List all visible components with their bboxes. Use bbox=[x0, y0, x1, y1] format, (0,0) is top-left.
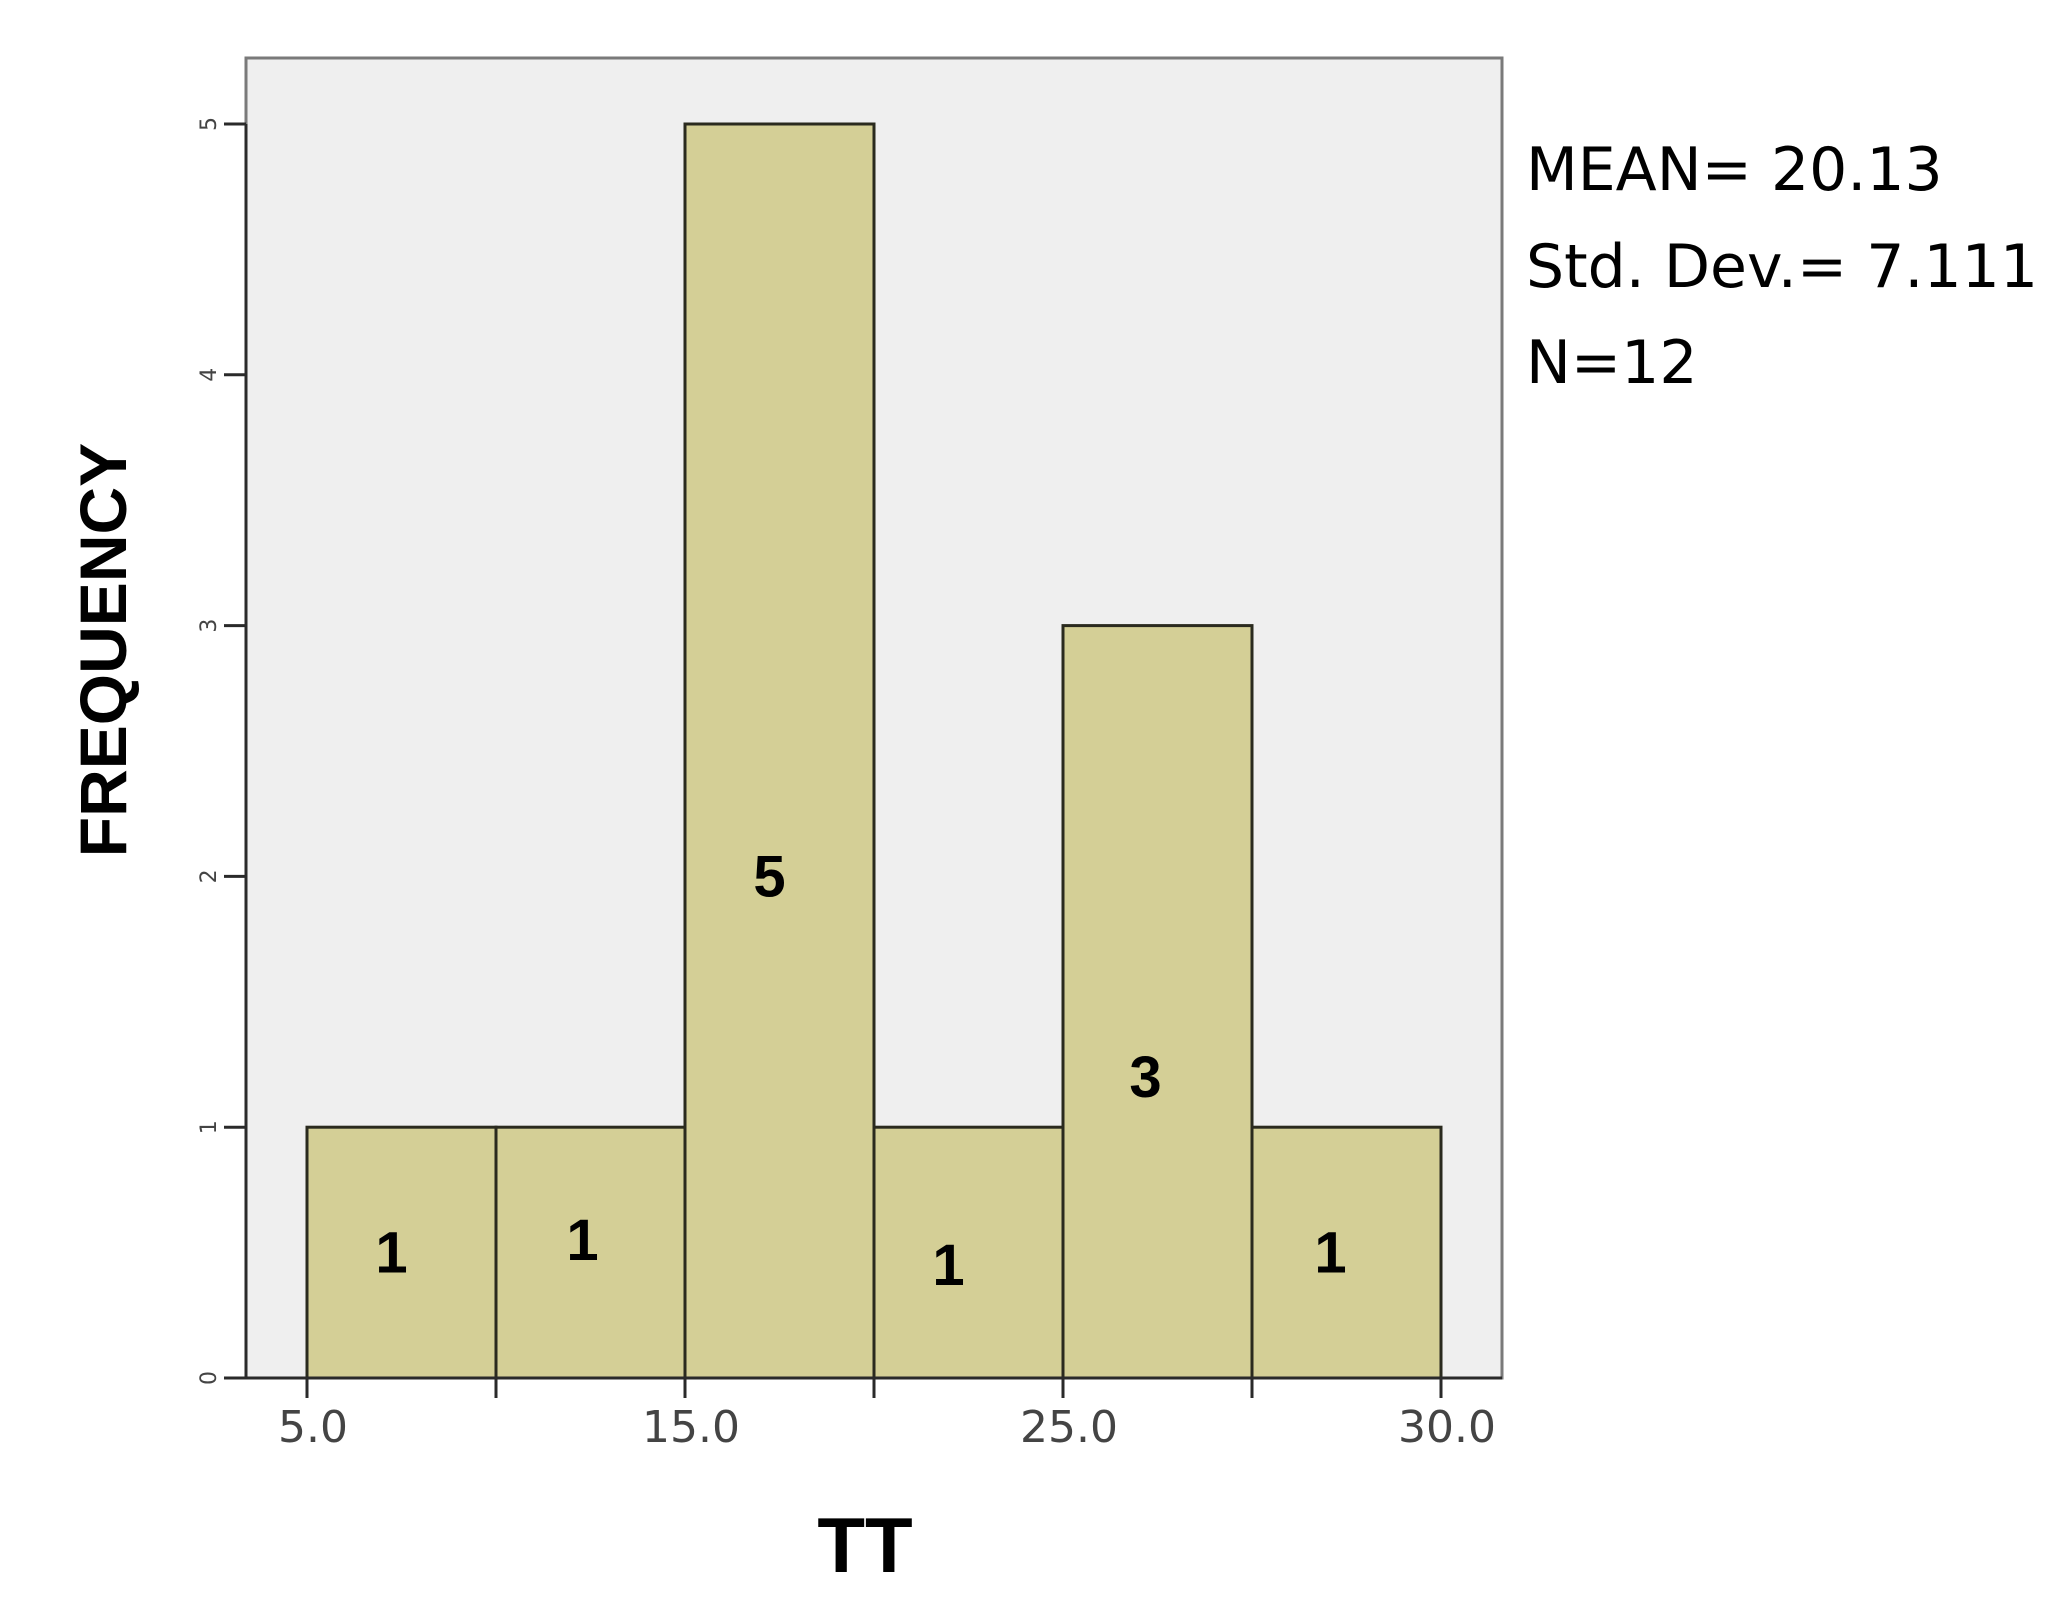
stats-n: N=12 bbox=[1526, 328, 1698, 398]
bar-value-label: 1 bbox=[1314, 1221, 1346, 1286]
y-tick-label: 0 bbox=[197, 1371, 222, 1385]
x-tick-label: 25.0 bbox=[1020, 1402, 1118, 1453]
bar-value-label: 1 bbox=[375, 1221, 407, 1286]
x-axis: 5.0 15.0 25.0 30.0 bbox=[224, 1376, 1502, 1453]
x-tick-label: 30.0 bbox=[1398, 1402, 1496, 1453]
bar-value-label: 1 bbox=[566, 1208, 598, 1273]
histogram-bar bbox=[494, 1125, 687, 1380]
y-axis-title: FREQUENCY bbox=[66, 443, 140, 857]
x-tick-label: 5.0 bbox=[278, 1402, 348, 1453]
y-tick-label: 1 bbox=[197, 1120, 222, 1134]
summary-stats: MEAN= 20.13 Std. Dev.= 7.111 N=12 bbox=[1526, 135, 2038, 398]
y-tick-label: 2 bbox=[197, 869, 222, 883]
bars-layer bbox=[305, 122, 1443, 1380]
y-tick-label: 4 bbox=[197, 368, 222, 382]
stats-std-dev: Std. Dev.= 7.111 bbox=[1526, 232, 2038, 302]
histogram-bar bbox=[305, 1125, 498, 1380]
bar-value-label: 1 bbox=[932, 1233, 964, 1298]
y-tick-label: 3 bbox=[197, 619, 222, 633]
bar-value-label: 3 bbox=[1129, 1045, 1161, 1110]
histogram-bar bbox=[1061, 624, 1254, 1380]
bar-value-label: 5 bbox=[753, 844, 785, 909]
bar-labels-layer: 1 1 5 1 3 1 bbox=[375, 844, 1346, 1298]
x-tick-label: 15.0 bbox=[642, 1402, 740, 1453]
stats-mean: MEAN= 20.13 bbox=[1526, 135, 1943, 205]
y-axis: 0 1 2 3 4 5 bbox=[197, 117, 248, 1385]
histogram-bar bbox=[872, 1125, 1065, 1380]
x-axis-title: TT bbox=[817, 1501, 912, 1589]
y-tick-label: 5 bbox=[197, 117, 222, 131]
histogram-bar bbox=[683, 122, 876, 1380]
